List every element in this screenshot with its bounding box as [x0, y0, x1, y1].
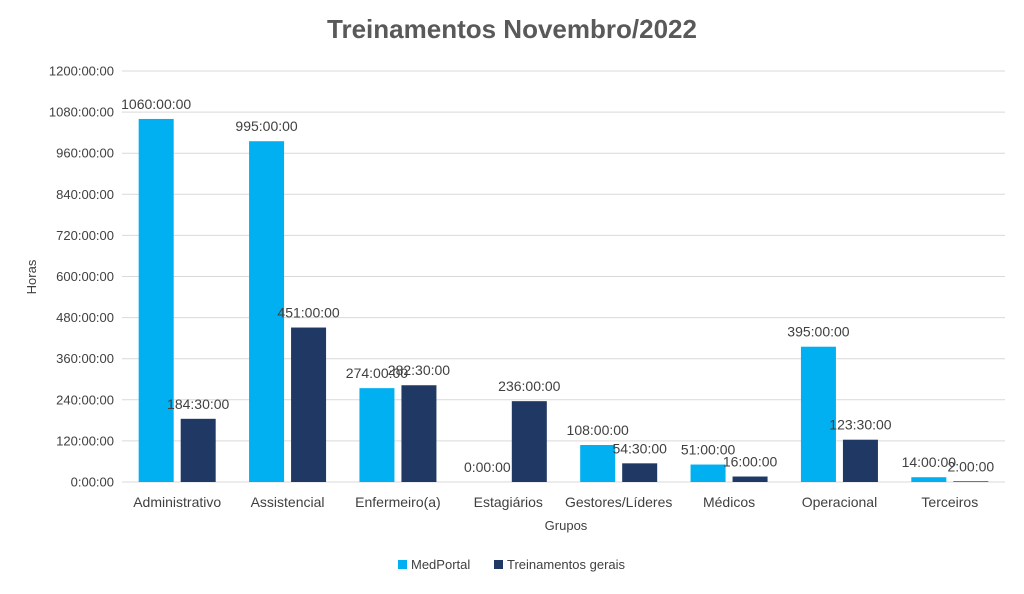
category-label: Estagiários: [474, 494, 543, 510]
legend-swatch: [494, 560, 503, 569]
data-label: 236:00:00: [498, 378, 560, 394]
data-labels: 1060:00:00 184:30:00 995:00:00 451:00:00 274…: [121, 96, 994, 475]
y-tick-label: 1080:00:00: [49, 105, 114, 120]
bar-treinamentos-gerais: [842, 439, 878, 482]
bar-medportal: [359, 388, 395, 482]
bar-treinamentos-gerais: [732, 476, 768, 482]
data-label: 54:30:00: [612, 440, 667, 456]
bar-medportal: [911, 477, 947, 482]
bar-treinamentos-gerais: [291, 327, 327, 482]
y-tick-label: 0:00:00: [71, 475, 114, 490]
bar-treinamentos-gerais: [401, 385, 437, 482]
bar-medportal: [800, 346, 836, 482]
data-label: 123:30:00: [829, 417, 891, 433]
data-label: 16:00:00: [723, 454, 778, 470]
y-tick-label: 480:00:00: [56, 310, 114, 325]
bar-treinamentos-gerais: [511, 401, 547, 482]
legend-swatch: [398, 560, 407, 569]
bar-treinamentos-gerais: [180, 418, 216, 482]
y-tick-label: 600:00:00: [56, 269, 114, 284]
y-axis-title: Horas: [24, 259, 39, 294]
category-label: Administrativo: [133, 494, 221, 510]
y-tick-label: 360:00:00: [56, 351, 114, 366]
data-label: 395:00:00: [787, 324, 849, 340]
chart-title: Treinamentos Novembro/2022: [327, 14, 697, 44]
y-tick-label: 1200:00:00: [49, 64, 114, 79]
data-label: 995:00:00: [235, 118, 297, 134]
y-tick-label: 840:00:00: [56, 187, 114, 202]
bar-treinamentos-gerais: [622, 463, 658, 482]
data-label: 2:00:00: [947, 458, 994, 474]
bars: [138, 118, 989, 482]
y-tick-label: 960:00:00: [56, 146, 114, 161]
category-label: Operacional: [802, 494, 878, 510]
legend: MedPortal Treinamentos gerais: [398, 557, 626, 572]
bar-medportal: [138, 118, 174, 482]
category-label: Terceiros: [921, 494, 978, 510]
category-label: Enfermeiro(a): [355, 494, 441, 510]
legend-label: Treinamentos gerais: [507, 557, 626, 572]
y-tick-label: 120:00:00: [56, 433, 114, 448]
category-label: Médicos: [703, 494, 755, 510]
legend-label: MedPortal: [411, 557, 470, 572]
y-tick-label: 240:00:00: [56, 392, 114, 407]
data-label: 1060:00:00: [121, 96, 191, 112]
data-label: 14:00:00: [902, 454, 957, 470]
x-axis-title: Grupos: [545, 518, 588, 533]
data-label: 282:30:00: [388, 362, 450, 378]
category-labels: Administrativo Assistencial Enfermeiro(a) E…: [133, 494, 978, 510]
y-tick-labels: 0:00:00 120:00:00 240:00:00 360:00:00 480:00…: [49, 64, 114, 490]
category-label: Gestores/Líderes: [565, 494, 672, 510]
y-tick-label: 720:00:00: [56, 228, 114, 243]
bar-medportal: [249, 141, 285, 482]
data-label: 108:00:00: [567, 422, 629, 438]
data-label: 451:00:00: [277, 305, 339, 321]
bar-medportal: [690, 464, 726, 482]
bar-treinamentos-gerais: [953, 481, 989, 482]
bar-medportal: [580, 445, 616, 482]
data-label: 51:00:00: [681, 442, 736, 458]
category-label: Assistencial: [251, 494, 325, 510]
data-label: 184:30:00: [167, 396, 229, 412]
data-label: 274:00:00: [346, 365, 408, 381]
data-label: 0:00:00: [464, 459, 511, 475]
